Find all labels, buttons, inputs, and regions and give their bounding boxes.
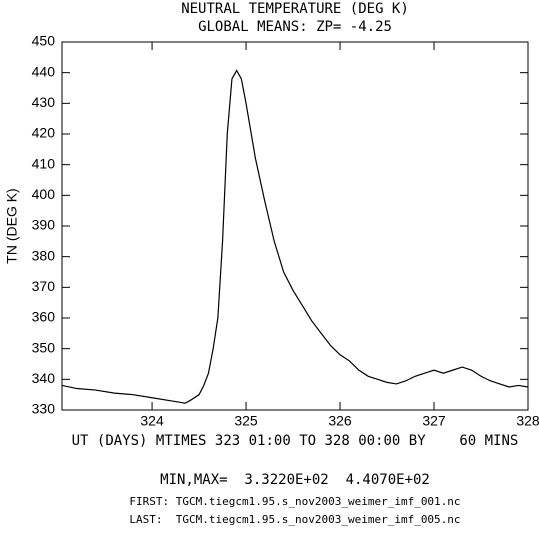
y-axis-label: TN (DEG K): [4, 188, 20, 263]
x-tick-label: 328: [516, 413, 539, 429]
y-tick-label: 410: [32, 155, 56, 171]
chart-title: NEUTRAL TEMPERATURE (DEG K): [181, 1, 409, 17]
y-tick-label: 440: [32, 63, 56, 79]
min-max-note: MIN,MAX= 3.3220E+02 4.4070E+02: [160, 472, 430, 488]
y-tick-label: 370: [32, 278, 56, 294]
y-tick-label: 400: [32, 186, 56, 202]
x-tick-label: 326: [328, 413, 352, 429]
y-tick-label: 330: [32, 401, 56, 417]
y-tick-label: 360: [32, 309, 56, 325]
y-tick-label: 380: [32, 247, 56, 263]
first-file-note: FIRST: TGCM.tiegcm1.95.s_nov2003_weimer_…: [129, 495, 460, 508]
x-tick-label: 324: [140, 413, 164, 429]
y-tick-label: 390: [32, 217, 56, 233]
y-tick-label: 340: [32, 370, 56, 386]
data-line: [61, 69, 529, 404]
chart-subtitle: GLOBAL MEANS: ZP= -4.25: [198, 19, 392, 35]
y-tick-label: 420: [32, 125, 56, 141]
y-tick-label: 450: [32, 33, 56, 49]
y-tick-label: 430: [32, 94, 56, 110]
y-tick-label: 350: [32, 339, 56, 355]
last-file-note: LAST: TGCM.tiegcm1.95.s_nov2003_weimer_i…: [129, 513, 460, 526]
x-tick-label: 325: [234, 413, 258, 429]
x-tick-label: 327: [422, 413, 446, 429]
plot-frame: [61, 41, 529, 411]
x-axis-label: UT (DAYS) MTIMES 323 01:00 TO 328 00:00 …: [72, 433, 519, 449]
